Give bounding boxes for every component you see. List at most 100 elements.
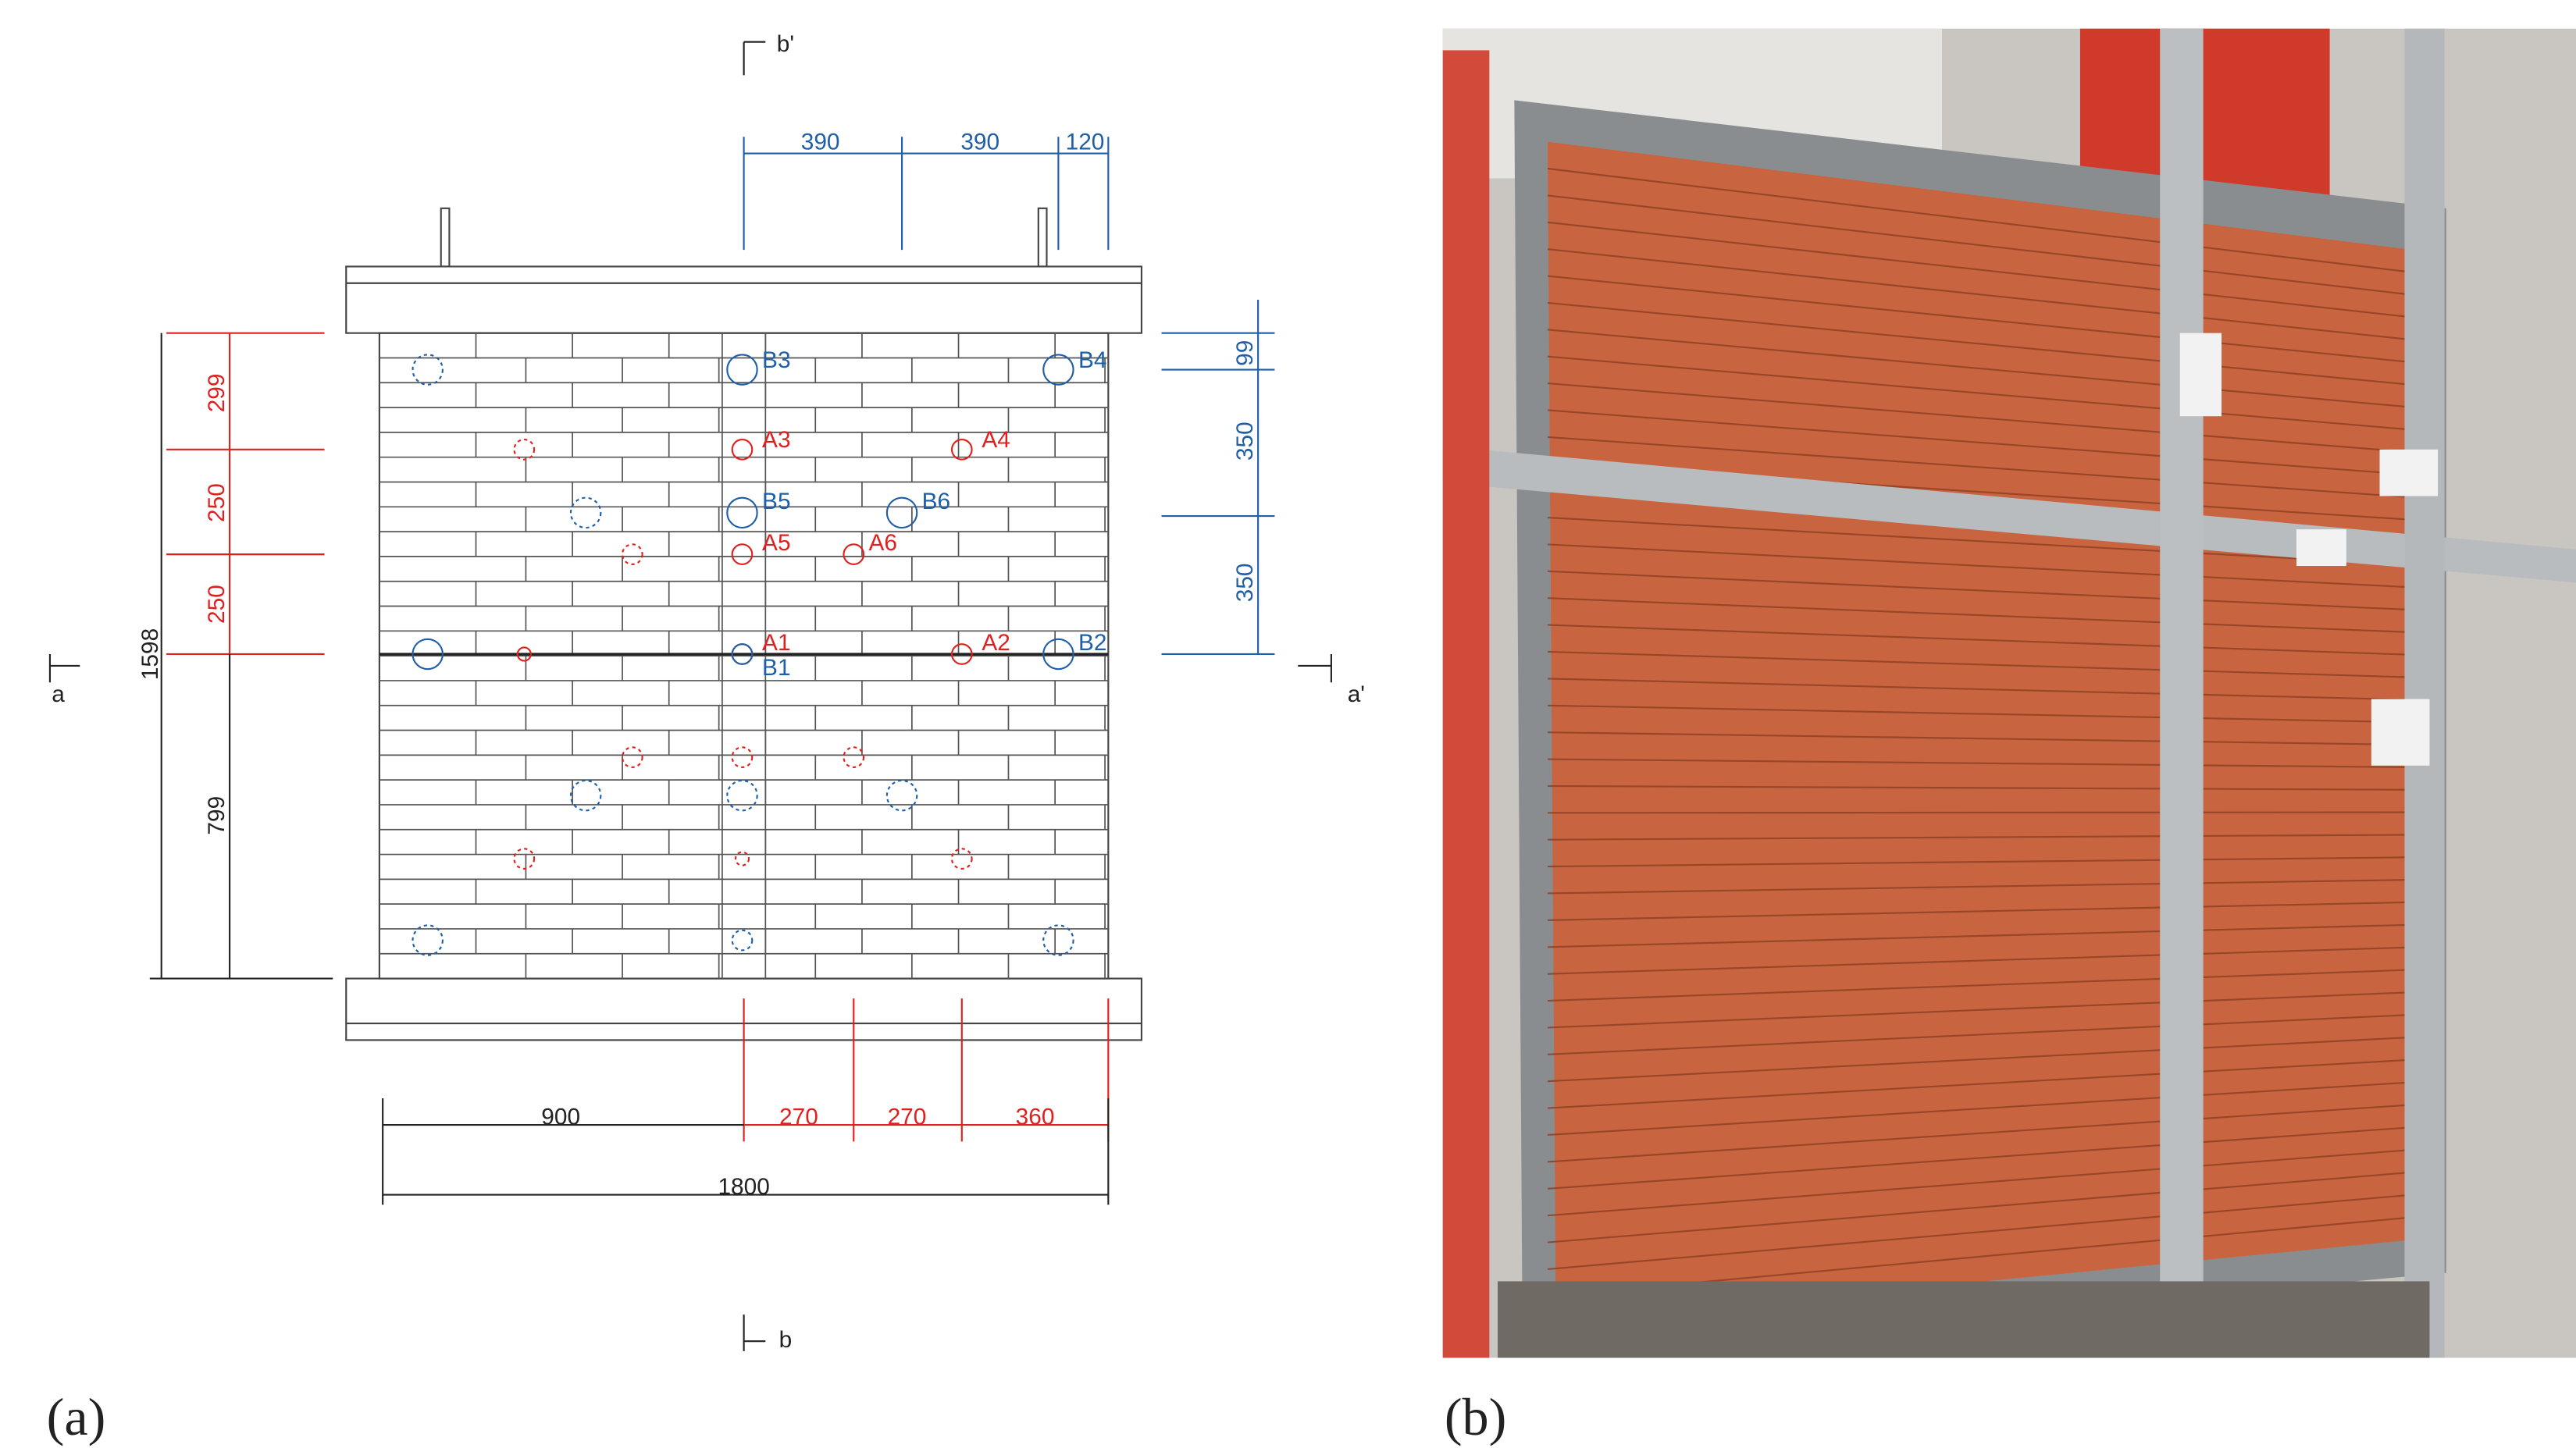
photo-joint [1547,704,2414,724]
dimension-label: 799 [204,796,230,835]
photo-joint [1547,946,2414,975]
hidden-sensor [621,543,643,565]
sensor-a [731,543,754,565]
photo-joint [1547,678,2414,701]
dimension-label: 350 [1232,563,1258,602]
hidden-sensor [950,848,973,870]
photo-joint [1547,248,2414,341]
hidden-sensor [412,354,444,386]
photo-joint [1547,436,2414,499]
hidden-sensor [885,779,918,812]
dimension-label: 360 [1016,1104,1055,1130]
hidden-sensor [734,851,750,866]
photo-joint [1547,969,2414,1002]
sensor-label: B1 [762,655,790,681]
wall-frame [345,207,1143,1041]
photo-joint [1547,1036,2414,1083]
section-label: b' [777,31,794,57]
hidden-sensor [621,746,643,768]
hidden-sensor [513,848,536,870]
sensor-label: A2 [982,630,1010,656]
sensor-a [843,543,865,565]
photo [1442,28,2576,1358]
dimension-label: 299 [204,374,230,413]
dimension-label: 99 [1232,340,1258,366]
photo-joint [1547,597,2414,634]
photo-joint [1547,382,2414,454]
photo-joint [1547,329,2414,408]
sensor-label: B5 [762,489,790,514]
sensor-label: A1 [762,630,790,656]
photo-joint [1547,516,2414,566]
dimension-label: 270 [779,1104,818,1130]
dimension-label: 270 [888,1104,927,1130]
panel-label: (b) [1445,1387,1507,1446]
sensor-b [726,496,758,529]
photo-joint [1547,301,2414,386]
photo-joint [1547,1148,2414,1217]
photo-joint [1547,758,2414,769]
sensor [516,646,532,662]
hidden-sensor [569,779,602,812]
photo-joint [1547,194,2414,296]
sensor-b [1042,638,1074,671]
sensor-b [1042,354,1074,386]
photo-joint [1547,834,2414,841]
hidden-sensor [1042,924,1074,956]
dimension-label: 390 [801,130,840,155]
hidden-sensor [726,779,758,812]
sensor-b [726,354,758,386]
photo-joint [1547,923,2414,948]
photo-joint [1547,784,2414,791]
sensor-b [885,496,918,529]
hidden-sensor [513,439,536,461]
dimension-label: 120 [1066,130,1105,155]
hidden-sensor [843,746,865,768]
photo-joint [1547,1171,2414,1243]
photo-joint [1547,650,2414,678]
photo-joint [1547,624,2414,656]
sensor-b [731,643,754,665]
photo-joint [1547,1104,2414,1163]
photo-joint [1547,991,2414,1029]
photo-joint [1547,543,2414,589]
photo-joint [1547,1058,2414,1109]
hidden-sensor [569,496,602,529]
section-label: a [52,681,65,707]
hidden-sensor [731,746,754,768]
hidden-sensor [731,929,754,952]
sensor-a [950,439,973,461]
section-label: a' [1348,681,1365,707]
dimension-label: 250 [204,483,230,522]
photo-joint [1547,731,2414,746]
dimension-label: 390 [960,130,999,155]
photo-joint [1547,1126,2414,1190]
sensor-label: A4 [982,427,1010,453]
sensor-label: B6 [922,489,950,514]
photo-joint [1547,167,2414,274]
sensor-label: A6 [868,530,896,556]
section-label: b [779,1327,793,1353]
photo-joint [1547,1081,2414,1137]
sensor-label: B4 [1078,347,1106,373]
photo-joint [1547,570,2414,611]
photo-joint [1547,901,2414,921]
dimension-label: 1598 [137,628,163,680]
photo-joint [1547,275,2414,364]
sensor-label: B2 [1078,630,1106,656]
photo-joint [1547,409,2414,476]
photo-joint [1547,1013,2414,1055]
sensor [412,638,444,671]
sensor-label: A5 [762,530,790,556]
sensor-a [950,643,973,665]
photo-joint [1547,878,2414,895]
photo-joint [1547,1194,2414,1270]
photo-joint [1547,856,2414,868]
dimension-label: 1800 [718,1174,769,1200]
dimension-label: 350 [1232,422,1258,461]
sensor-label: B3 [762,347,790,373]
panel-label: (a) [47,1387,106,1446]
hidden-sensor [412,924,444,956]
photo-joint [1547,221,2414,318]
